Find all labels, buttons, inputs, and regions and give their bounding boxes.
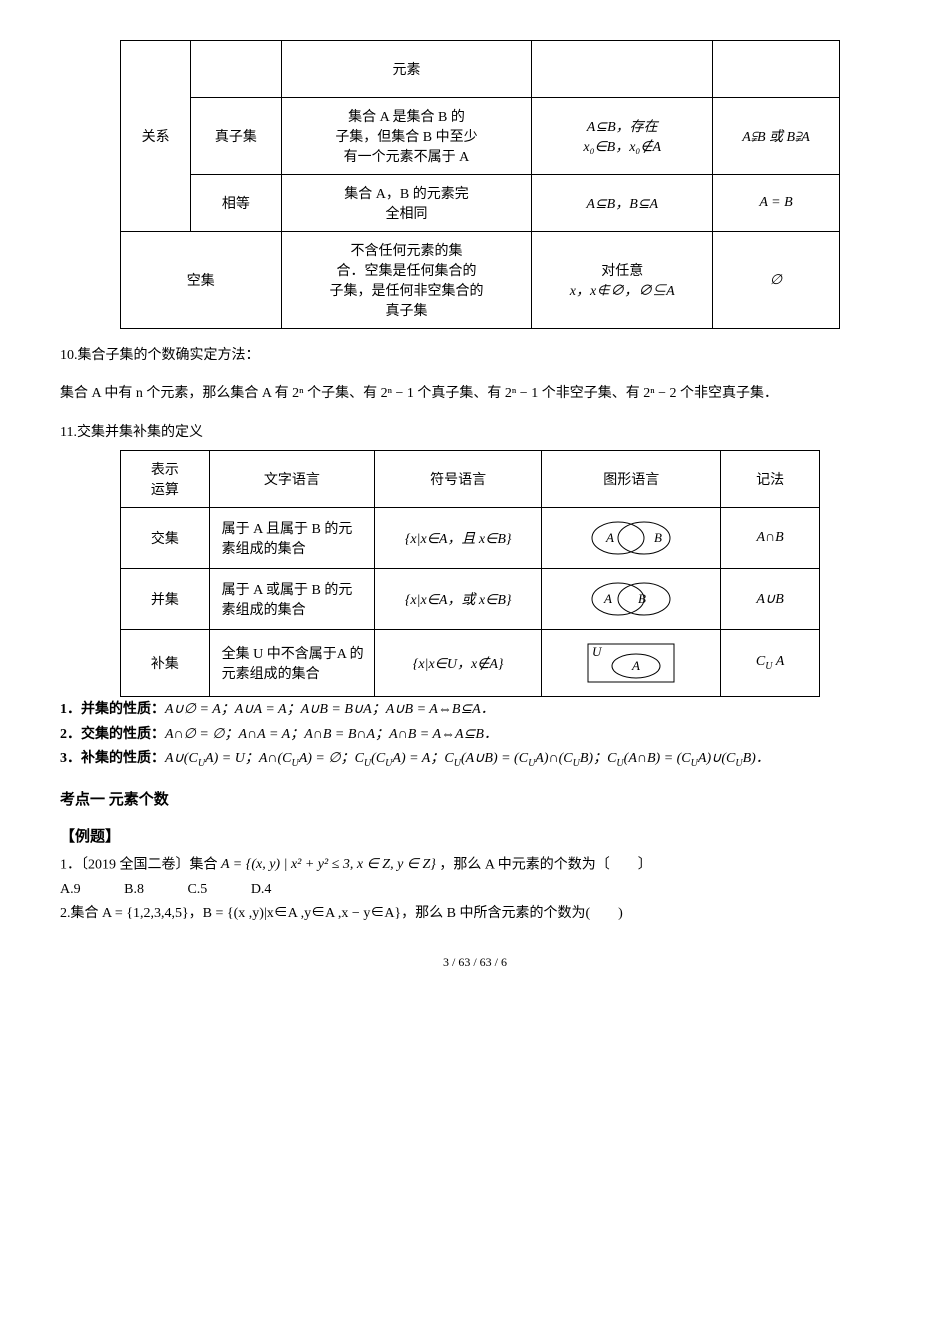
label-proper-subset: 真子集	[201, 126, 270, 146]
svg-text:B: B	[654, 530, 662, 545]
cell-proper-desc: 集合 A 是集合 B 的 子集，但集合 B 中至少 有一个元素不属于 A	[281, 98, 532, 175]
cell-union: 并集	[121, 569, 210, 630]
venn-intersect-icon: A B	[576, 516, 686, 560]
hdr-text: 文字语言	[209, 451, 374, 508]
cell-proper-notation: A⫋B 或 B⫌A	[713, 98, 840, 175]
prop-intersect: 2．交集的性质：A∩∅ = ∅；A∩A = A；A∩B = B∩A；A∩B = …	[60, 724, 890, 746]
cell-union-venn: A B	[542, 569, 721, 630]
opt-b: B.8	[124, 879, 144, 901]
cell-blank3	[713, 41, 840, 98]
hdr-notation: 记法	[721, 451, 820, 508]
cell-intersect-text: 属于 A 且属于 B 的元素组成的集合	[209, 508, 374, 569]
question-2: 2.集合 A = {1,2,3,4,5}，B = {(x ,y)|x∈A ,y∈…	[60, 903, 890, 925]
prop-union: 1．并集的性质：A∪∅ = A；A∪A = A；A∪B = B∪A；A∪B = …	[60, 699, 890, 721]
opt-a: A.9	[60, 879, 81, 901]
cell-equal-symbol: A⊆B，B⊆A	[532, 175, 713, 232]
venn-complement-icon: U A	[576, 638, 686, 688]
p10-body: 集合 A 中有 n 个元素，那么集合 A 有 2ⁿ 个子集、有 2ⁿ − 1 个…	[60, 383, 890, 405]
set-operations-table: 表示运算 文字语言 符号语言 图形语言 记法 交集 属于 A 且属于 B 的元素…	[120, 450, 820, 697]
svg-text:U: U	[592, 644, 603, 659]
cell-intersect-not: A∩B	[721, 508, 820, 569]
svg-text:A: A	[605, 530, 614, 545]
cell-complement-not: CU A	[721, 630, 820, 697]
svg-text:B: B	[638, 591, 646, 606]
cell-equal: 相等	[191, 175, 281, 232]
p10-title: 10.集合子集的个数确实定方法：	[60, 345, 890, 367]
cell-complement-sym: {x|x∈U，x∉A}	[375, 630, 542, 697]
prop-complement: 3．补集的性质：A∪(CUA) = U；A∩(CUA) = ∅；CU(CUA) …	[60, 748, 890, 772]
cell-empty-set: 空集	[121, 232, 282, 329]
cell-proper-symbol: A⊆B，存在 x₀∈B，x₀∉A	[532, 98, 713, 175]
cell-union-text: 属于 A 或属于 B 的元素组成的集合	[209, 569, 374, 630]
cell-intersect-sym: {x|x∈A，且 x∈B}	[375, 508, 542, 569]
section-liti: 【例题】	[60, 825, 890, 846]
cell-proper-subset: 真子集	[191, 98, 281, 175]
subset-relations-table: 关系 元素 真子集 集合 A 是集合 B 的 子集，但集合 B 中至少 有一个元…	[120, 40, 840, 329]
cell-complement-text: 全集 U 中不含属于A 的元素组成的集合	[209, 630, 374, 697]
q1-formula: A = {(x, y) | x² + y² ≤ 3, x ∈ Z, y ∈ Z}	[221, 854, 436, 876]
opt-d: D.4	[251, 879, 272, 901]
cell-blank	[191, 41, 281, 98]
page-footer: 3 / 63 / 63 / 6	[60, 955, 890, 970]
cell-empty-symbol: 对任意 x，x∉∅，∅⊆A	[532, 232, 713, 329]
cell-union-not: A∪B	[721, 569, 820, 630]
cell-element: 元素	[281, 41, 532, 98]
hdr-graph: 图形语言	[542, 451, 721, 508]
hdr-symbol: 符号语言	[375, 451, 542, 508]
venn-union-icon: A B	[576, 577, 686, 621]
cell-complement: 补集	[121, 630, 210, 697]
cell-empty-desc: 不含任何元素的集 合．空集是任何集合的 子集，是任何非空集合的 真子集	[281, 232, 532, 329]
section-kaodian: 考点一 元素个数	[60, 788, 890, 809]
hdr-op: 表示运算	[121, 451, 210, 508]
cell-intersect-venn: A B	[542, 508, 721, 569]
p11-title: 11.交集并集补集的定义	[60, 422, 890, 444]
question-1-options: A.9 B.8 C.5 D.4	[60, 879, 890, 901]
svg-text:A: A	[631, 658, 640, 673]
svg-text:A: A	[603, 591, 612, 606]
opt-c: C.5	[187, 879, 207, 901]
question-1: 1．〔2019 全国二卷〕集合 A = {(x, y) | x² + y² ≤ …	[60, 854, 890, 877]
cell-union-sym: {x|x∈A，或 x∈B}	[375, 569, 542, 630]
cell-complement-venn: U A	[542, 630, 721, 697]
cell-empty-notation: ∅	[713, 232, 840, 329]
cell-blank2	[532, 41, 713, 98]
cell-intersect: 交集	[121, 508, 210, 569]
cell-equal-desc: 集合 A，B 的元素完 全相同	[281, 175, 532, 232]
cell-relation: 关系	[121, 41, 191, 232]
cell-equal-notation: A = B	[713, 175, 840, 232]
